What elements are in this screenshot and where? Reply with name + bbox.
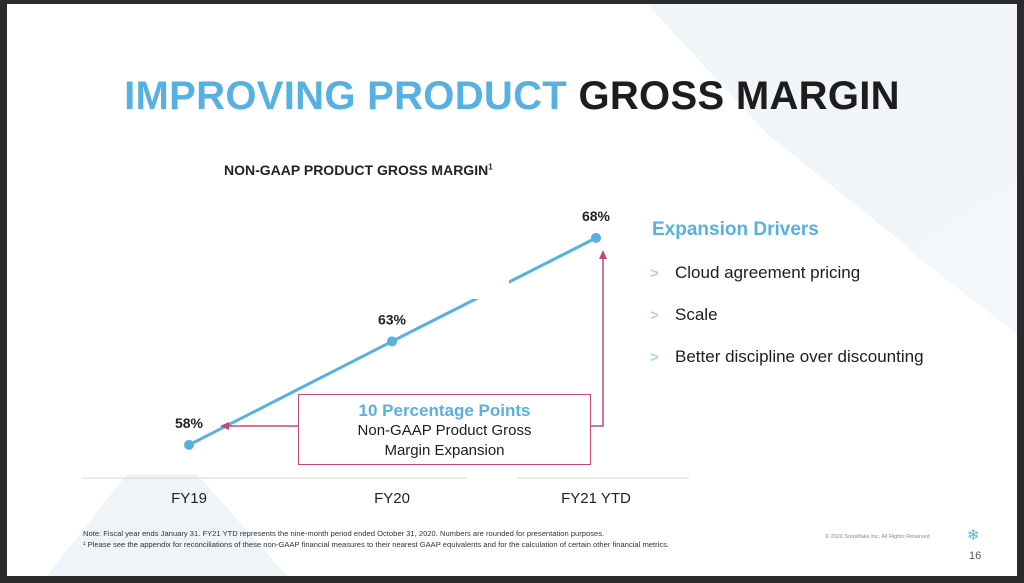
data-point (387, 336, 397, 347)
driver-label: Scale (675, 305, 718, 324)
page-number: 16 (969, 550, 982, 562)
up-arrowhead (599, 250, 607, 259)
x-tick-label: FY19 (171, 490, 207, 507)
margin-line-chart: 58% FY19 63% FY20 68% FY21 YTD (82, 208, 689, 507)
footnotes: Note: Fiscal year ends January 31. FY21 … (83, 528, 669, 550)
chevron-right-icon: > (650, 306, 659, 324)
data-point (184, 439, 194, 450)
title-rest: GROSS MARGIN (578, 74, 900, 118)
callout-line-2: Margin Expansion (384, 442, 505, 459)
copyright: © 2020 Snowflake Inc. All Rights Reserve… (825, 534, 930, 540)
footnote-note: Note: Fiscal year ends January 31. FY21 … (83, 529, 605, 538)
up-arrow-line (590, 256, 604, 427)
driver-label: Better discipline over discounting (675, 347, 924, 366)
chart-subtitle-text: NON-GAAP PRODUCT GROSS MARGIN (224, 162, 489, 178)
chevron-right-icon: > (650, 264, 659, 282)
driver-label: Cloud agreement pricing (675, 263, 861, 282)
x-tick-label: FY21 YTD (561, 490, 631, 507)
snowflake-icon: ❄ (967, 527, 980, 544)
footnote-reconciliation: ¹ Please see the appendix for reconcilia… (83, 540, 670, 549)
callout-line-1: Non-GAAP Product Gross (357, 422, 532, 439)
x-tick-label: FY20 (374, 490, 410, 507)
data-label: 58% (175, 415, 204, 431)
slide: IMPROVING PRODUCT GROSS MARGIN NON-GAAP … (7, 4, 1017, 576)
slide-title: IMPROVING PRODUCT GROSS MARGIN (7, 74, 1017, 119)
title-accent: IMPROVING PRODUCT (124, 74, 568, 118)
footnote-marker: 1 (488, 162, 493, 172)
callout-headline: 10 Percentage Points (358, 401, 531, 420)
background-shape (47, 4, 1017, 576)
driver-item: > Scale (650, 305, 718, 325)
data-point (591, 232, 601, 243)
line-gap (469, 259, 509, 299)
chart-subtitle: NON-GAAP PRODUCT GROSS MARGIN1 (224, 162, 493, 178)
expansion-callout: 10 Percentage Points Non-GAAP Product Gr… (298, 394, 591, 465)
driver-item: > Cloud agreement pricing (650, 263, 860, 283)
chevron-right-icon: > (650, 348, 659, 366)
series-line-segment (188, 340, 393, 447)
data-label: 68% (582, 208, 611, 224)
driver-item: > Better discipline over discounting (650, 347, 924, 367)
data-label: 63% (378, 311, 407, 327)
drivers-title: Expansion Drivers (652, 219, 819, 240)
left-arrowhead (220, 422, 229, 430)
